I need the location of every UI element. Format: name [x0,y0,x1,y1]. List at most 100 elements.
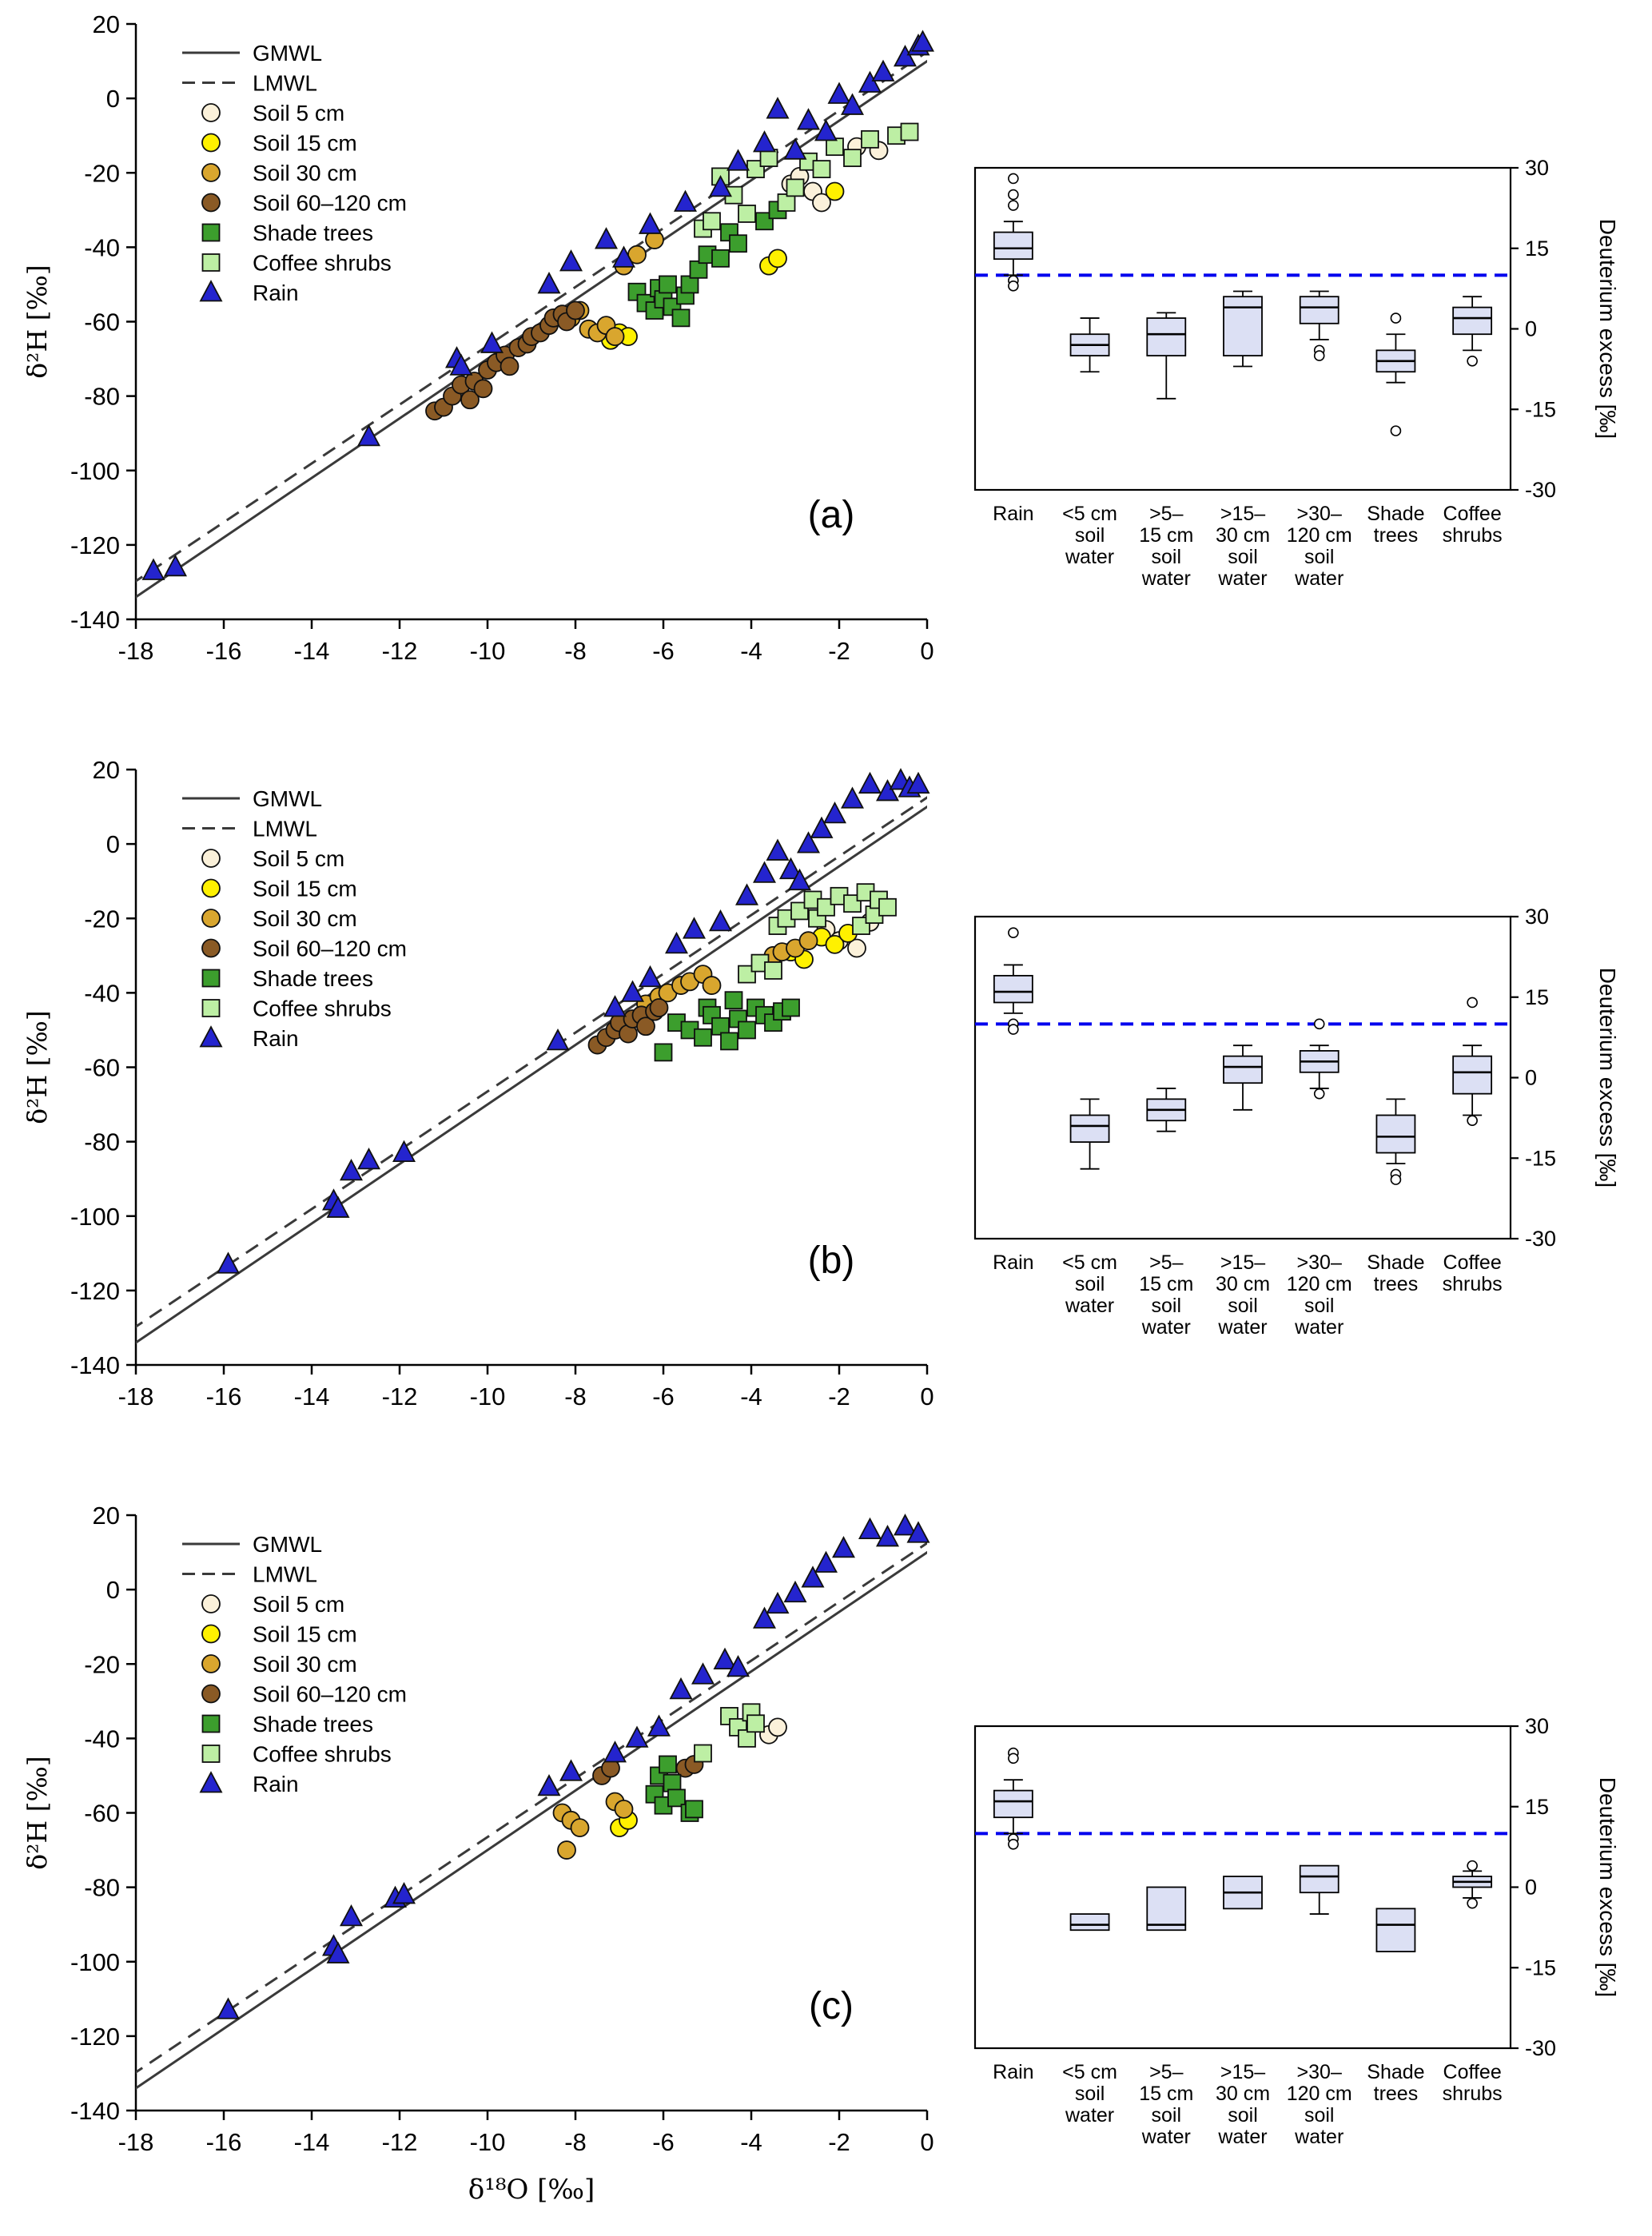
boxplot-panel-c: -30 -15 0 15 30 Deuterium excess [‰] Rain <5 cm… [973,1714,1620,2148]
svg-text:-20: -20 [84,159,120,187]
series-soil-5-cm [759,1717,787,1745]
svg-text:-10: -10 [470,2128,506,2156]
box-shade-trees [1375,1098,1416,1185]
svg-text:0: 0 [1525,317,1537,341]
series-soil-30-cm [636,931,818,1014]
svg-text:Coffee shrubs: Coffee shrubs [253,251,392,276]
svg-text:water: water [1141,1316,1191,1339]
series-coffee-shrubs [738,883,897,984]
svg-text:-140: -140 [70,2097,120,2125]
svg-text:-60: -60 [84,1054,120,1082]
svg-text:-15: -15 [1525,397,1556,421]
svg-text:Shade: Shade [1367,503,1424,525]
box--30-120-cm-soil-water [1299,1018,1340,1100]
scatter-legend: GMWL LMWL Soil 5 cm Soil 15 cm Soil 30 cm Soi… [182,41,407,305]
svg-text:soil: soil [1228,1295,1258,1317]
svg-text:0: 0 [106,1576,120,1604]
svg-text:-6: -6 [652,1383,675,1410]
scatter-legend: GMWL LMWL Soil 5 cm Soil 15 cm Soil 30 cm Soi… [182,786,407,1051]
svg-text:<5 cm: <5 cm [1062,1251,1117,1274]
svg-text:20: 20 [93,1502,120,1530]
svg-text:15 cm: 15 cm [1139,1273,1193,1295]
svg-text:-10: -10 [470,637,506,665]
svg-text:15: 15 [1525,985,1549,1009]
svg-text:GMWL: GMWL [253,786,322,811]
box-coffee-shrubs [1452,1860,1493,1909]
box-shade-trees [1375,312,1416,436]
svg-text:Rain: Rain [993,503,1033,525]
svg-text:30: 30 [1525,905,1549,929]
svg-text:water: water [1294,567,1343,590]
svg-text:Coffee: Coffee [1443,503,1502,525]
svg-text:-4: -4 [740,637,762,665]
svg-text:-15: -15 [1525,1956,1556,1979]
series-coffee-shrubs [694,1703,765,1763]
svg-text:-80: -80 [84,383,120,411]
svg-text:soil: soil [1152,2104,1182,2127]
svg-text:-4: -4 [740,1383,762,1410]
series-soil-60-120-cm [425,300,585,421]
box-coffee-shrubs [1452,296,1493,367]
svg-text:Coffee shrubs: Coffee shrubs [253,997,392,1021]
svg-text:Soil 30 cm: Soil 30 cm [253,1652,357,1677]
svg-text:>5–: >5– [1149,1251,1184,1274]
svg-text:-18: -18 [118,1383,154,1410]
svg-text:-40: -40 [84,233,120,261]
box-y-axis-label: Deuterium excess [‰] [1595,968,1620,1188]
svg-text:<5 cm: <5 cm [1062,2061,1117,2083]
svg-text:-12: -12 [382,2128,418,2156]
box--15-30-cm-soil-water [1223,1876,1263,1910]
panel-c-row: -18 -16 -14 -12 -10 -8 -6 -4 -2 0 20 0 -20 -40 -60 -80-… [0,1491,1652,2236]
panel-label: (a) [808,494,855,536]
scatter-y-axis-label: δ²H [‰] [22,1010,53,1124]
box--30-120-cm-soil-water [1299,290,1340,361]
svg-text:-6: -6 [652,2128,675,2156]
box-rain [993,1747,1033,1850]
box--5-cm-soil-water [1069,1098,1110,1170]
svg-text:LMWL: LMWL [253,1562,317,1587]
svg-text:-16: -16 [206,1383,242,1410]
svg-text:Shade: Shade [1367,1251,1424,1274]
svg-text:water: water [1141,2126,1191,2148]
svg-text:Soil 30 cm: Soil 30 cm [253,161,357,185]
svg-text:30 cm: 30 cm [1216,2083,1270,2105]
svg-text:-4: -4 [740,2128,762,2156]
svg-text:120 cm: 120 cm [1287,524,1352,547]
panel-b-row: -18 -16 -14 -12 -10 -8 -6 -4 -2 0 20 0 -20 -40 -60 -80-… [0,746,1652,1491]
svg-text:0: 0 [106,830,120,858]
svg-text:-140: -140 [70,1351,120,1379]
box--5-15-cm-soil-water [1146,312,1187,400]
svg-text:-15: -15 [1525,1146,1556,1170]
svg-text:-16: -16 [206,2128,242,2156]
svg-text:15 cm: 15 cm [1139,524,1193,547]
box--5-cm-soil-water [1069,1913,1110,1932]
svg-text:-100: -100 [70,1203,120,1231]
svg-text:-10: -10 [470,1383,506,1410]
svg-text:Shade trees: Shade trees [253,966,373,991]
svg-text:soil: soil [1075,1273,1105,1295]
svg-text:LMWL: LMWL [253,71,317,96]
svg-text:-120: -120 [70,2023,120,2051]
svg-text:-14: -14 [294,2128,330,2156]
scatter-y-axis-label: δ²H [‰] [22,265,53,378]
svg-text:-2: -2 [828,637,850,665]
svg-text:trees: trees [1374,1273,1419,1295]
box-y-axis-label: Deuterium excess [‰] [1595,1777,1620,1997]
svg-text:-100: -100 [70,1948,120,1976]
box-coffee-shrubs [1452,997,1493,1127]
svg-text:>30–: >30– [1297,2061,1342,2083]
series-soil-30-cm [552,1792,634,1860]
svg-text:-60: -60 [84,1800,120,1828]
svg-text:Shade trees: Shade trees [253,221,373,245]
svg-text:-30: -30 [1525,1227,1556,1251]
svg-text:Rain: Rain [253,280,299,305]
scatter-x-axis-label: δ¹⁸O [‰] [468,2174,595,2206]
svg-text:Rain: Rain [253,1772,299,1796]
svg-text:-14: -14 [294,637,330,665]
svg-text:Shade: Shade [1367,2061,1424,2083]
svg-text:trees: trees [1374,524,1419,547]
svg-text:Soil 60–120 cm: Soil 60–120 cm [253,937,407,961]
svg-text:-2: -2 [828,2128,850,2156]
svg-text:15 cm: 15 cm [1139,2083,1193,2105]
svg-text:water: water [1217,1316,1267,1339]
